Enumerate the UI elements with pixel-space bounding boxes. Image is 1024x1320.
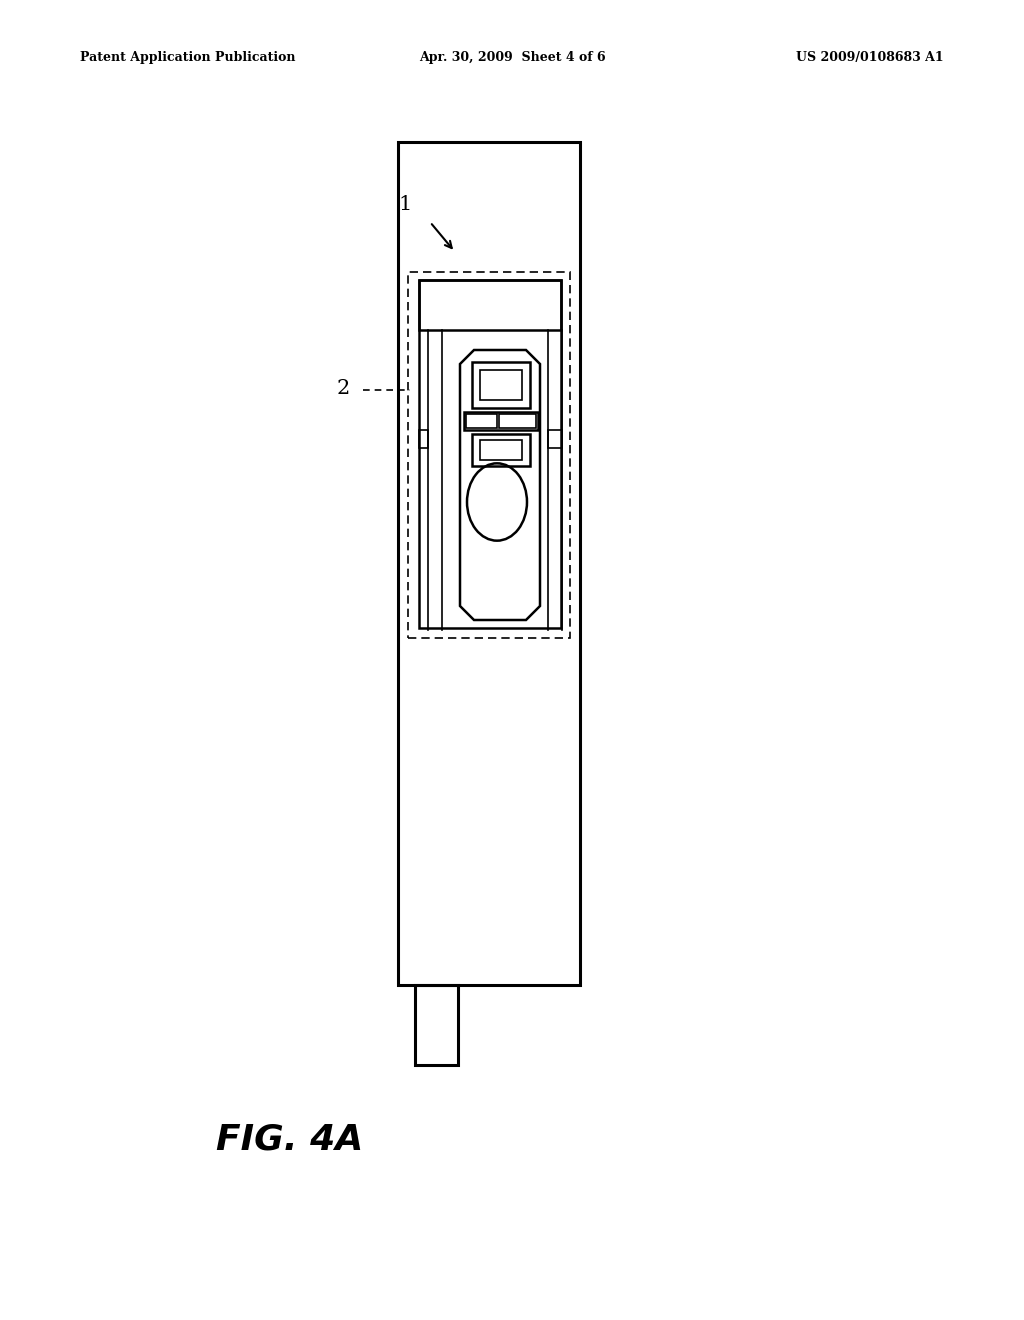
Bar: [398, 143, 580, 985]
Bar: [472, 434, 530, 466]
Bar: [415, 985, 458, 1065]
Text: Patent Application Publication: Patent Application Publication: [80, 51, 296, 65]
Text: FIG. 4A: FIG. 4A: [216, 1123, 364, 1158]
Bar: [419, 280, 561, 330]
Bar: [499, 414, 536, 428]
Bar: [419, 430, 428, 447]
Bar: [419, 280, 561, 628]
Bar: [466, 414, 497, 428]
Text: US 2009/0108683 A1: US 2009/0108683 A1: [797, 51, 944, 65]
Text: 2: 2: [336, 379, 349, 397]
Bar: [548, 430, 562, 447]
Bar: [472, 362, 530, 408]
Bar: [480, 440, 522, 459]
Bar: [408, 272, 570, 638]
Text: 1: 1: [398, 195, 412, 214]
Bar: [480, 370, 522, 400]
Text: Apr. 30, 2009  Sheet 4 of 6: Apr. 30, 2009 Sheet 4 of 6: [419, 51, 605, 65]
Bar: [464, 412, 538, 430]
